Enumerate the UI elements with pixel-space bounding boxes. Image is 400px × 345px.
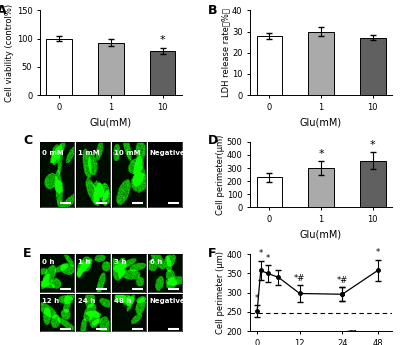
- Bar: [360, 38, 386, 95]
- Y-axis label: Cell perimeter (μm): Cell perimeter (μm): [216, 251, 225, 334]
- Bar: [360, 161, 386, 207]
- Bar: [46, 39, 72, 95]
- Text: *: *: [258, 249, 263, 258]
- Bar: [308, 168, 334, 207]
- Text: *: *: [370, 140, 376, 150]
- Text: A: A: [0, 3, 7, 17]
- Text: D: D: [208, 134, 218, 147]
- Text: *: *: [318, 149, 324, 159]
- Text: E: E: [23, 247, 32, 259]
- Text: 0 h: 0 h: [42, 259, 54, 265]
- Text: 0 mM: 0 mM: [42, 150, 63, 156]
- X-axis label: Glu(mM): Glu(mM): [300, 229, 342, 239]
- Text: F: F: [208, 247, 216, 259]
- Text: 6 h: 6 h: [150, 259, 162, 265]
- Text: B: B: [208, 3, 217, 17]
- Text: *#: *#: [337, 276, 348, 285]
- Bar: [98, 42, 124, 95]
- Text: 1 mM: 1 mM: [78, 150, 99, 156]
- Bar: [308, 31, 334, 95]
- Text: *: *: [160, 35, 165, 45]
- Text: C: C: [23, 134, 32, 147]
- Text: 48 h: 48 h: [114, 298, 131, 304]
- Text: *#: *#: [294, 274, 305, 283]
- Bar: [256, 36, 282, 95]
- Text: 1 h: 1 h: [78, 259, 90, 265]
- X-axis label: Glu(mM): Glu(mM): [300, 117, 342, 127]
- Text: 12 h: 12 h: [42, 298, 59, 304]
- Text: Negative: Negative: [150, 298, 186, 304]
- Text: 3 h: 3 h: [114, 259, 126, 265]
- Bar: [150, 51, 176, 95]
- Y-axis label: Cell perimeter(μm): Cell perimeter(μm): [216, 135, 225, 215]
- Bar: [256, 177, 282, 207]
- Y-axis label: LDH release rate（%）: LDH release rate（%）: [222, 8, 230, 97]
- Text: 10 mM: 10 mM: [114, 150, 140, 156]
- Text: *: *: [255, 294, 259, 303]
- Text: *: *: [376, 248, 380, 257]
- Text: *: *: [266, 254, 270, 263]
- Text: 24 h: 24 h: [78, 298, 95, 304]
- X-axis label: Glu(mM): Glu(mM): [90, 117, 132, 127]
- Y-axis label: Cell viability (control%): Cell viability (control%): [5, 3, 14, 102]
- Text: Negative: Negative: [150, 150, 186, 156]
